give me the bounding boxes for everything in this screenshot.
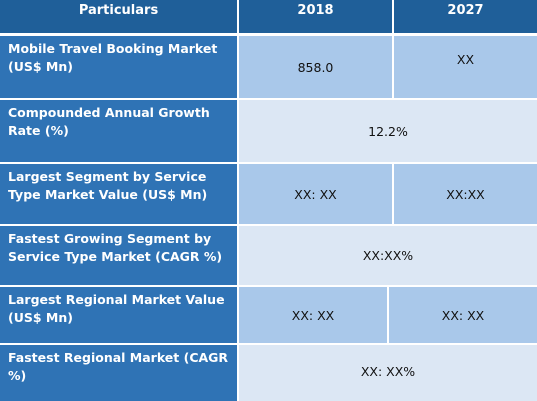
row-label-fastest-region: Fastest Regional Market (CAGR %)	[0, 345, 237, 401]
row-largest-segment-2018: XX: XX	[239, 164, 392, 224]
row-largest-region-2018: XX: XX	[239, 287, 387, 343]
row-largest-region-2027: XX: XX	[389, 287, 537, 343]
row-label-largest-region: Largest Regional Market Value (US$ Mn)	[0, 287, 237, 343]
row-cagr-merged: 12.2%	[239, 100, 537, 162]
row-label-largest-segment: Largest Segment by Service Type Market V…	[0, 164, 237, 224]
row-market-size-2027: XX	[394, 36, 537, 98]
row-largest-segment-2027: XX:XX	[394, 164, 537, 224]
row-label-cagr: Compounded Annual Growth Rate (%)	[0, 100, 237, 162]
row-label-fastest-segment: Fastest Growing Segment by Service Type …	[0, 226, 237, 285]
header-2027: 2027	[394, 0, 537, 33]
row-fastest-region-merged: XX: XX%	[239, 345, 537, 401]
row-fastest-segment-merged: XX:XX%	[239, 226, 537, 285]
header-2018: 2018	[239, 0, 392, 33]
header-particulars: Particulars	[0, 0, 237, 33]
row-market-size-2018: 858.0	[239, 36, 392, 98]
row-label-market-size: Mobile Travel Booking Market (US$ Mn)	[0, 36, 237, 98]
